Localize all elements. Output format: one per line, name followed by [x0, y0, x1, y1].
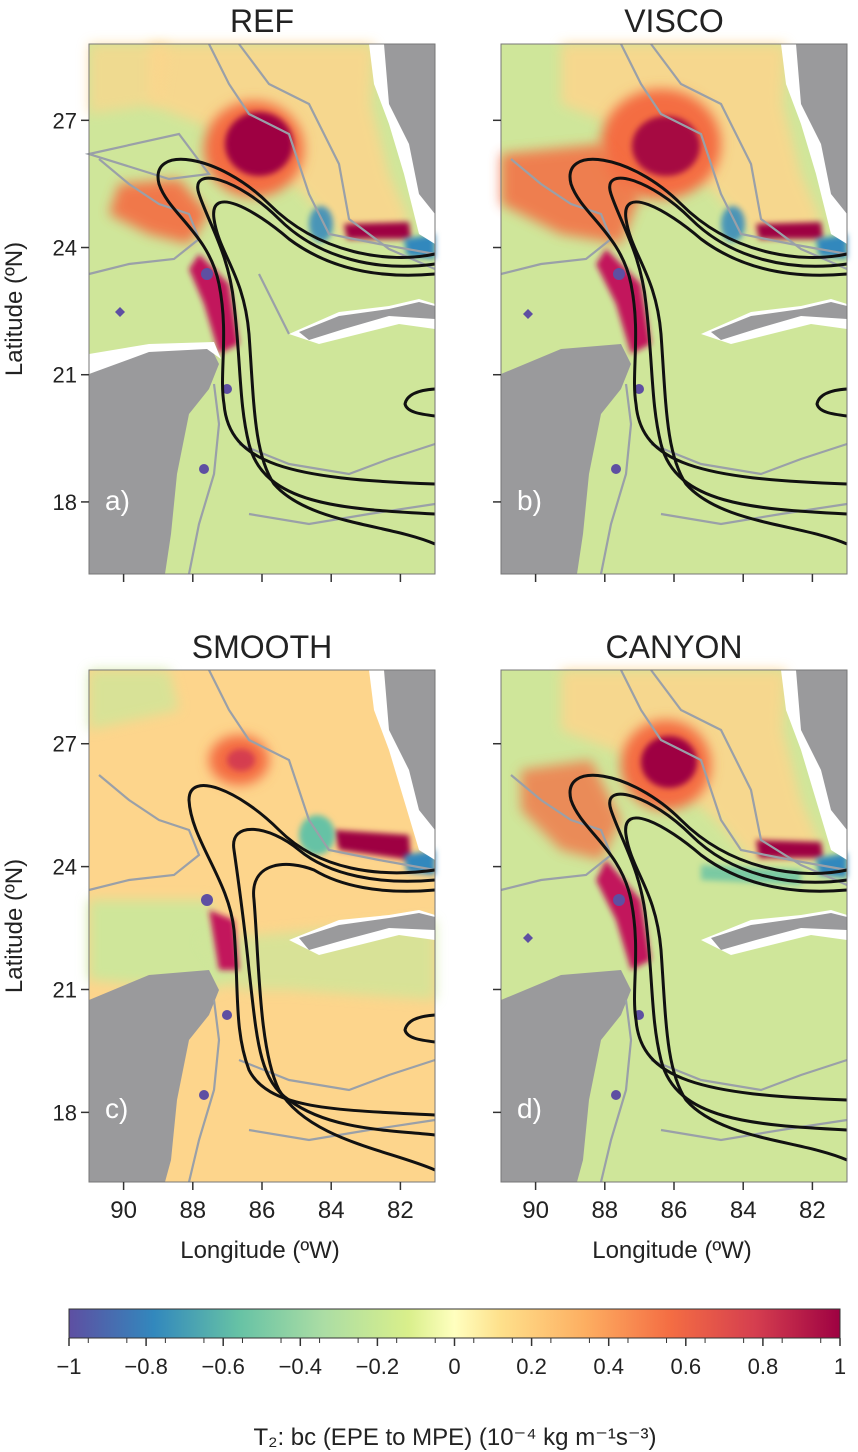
colorbar-tick-label: 0.4 — [593, 1354, 624, 1379]
colorbar-tick-label: −0.6 — [201, 1354, 244, 1379]
colorbar-tick-label: 0.6 — [671, 1354, 702, 1379]
y-tick-label: 21 — [53, 977, 77, 1002]
panel-title-ref: REF — [230, 3, 294, 39]
x-tick-label: 86 — [661, 1197, 688, 1224]
colorbar-tick-label: 0.2 — [516, 1354, 547, 1379]
colorbar-label: T₂: bc (EPE to MPE) (10⁻⁴ kg m⁻¹s⁻³) — [253, 1424, 656, 1451]
panel-label-smooth: c) — [105, 1093, 128, 1124]
panel-title-canyon: CANYON — [606, 629, 743, 665]
y-tick-label: 18 — [53, 490, 77, 515]
colorbar-tick-label: 0.8 — [748, 1354, 779, 1379]
x-axis-label: Longitude (ºW) — [592, 1237, 752, 1264]
panel-visco — [500, 43, 848, 575]
y-tick-label: 21 — [53, 363, 77, 388]
x-tick-label: 86 — [249, 1197, 276, 1224]
colorbar-tick-label: 1 — [834, 1354, 846, 1379]
colorbar-tick-label: −1 — [56, 1354, 81, 1379]
colorbar-tick-label: −0.8 — [124, 1354, 167, 1379]
y-tick-label: 27 — [53, 108, 77, 133]
x-tick-label: 84 — [318, 1197, 345, 1224]
x-axis-label: Longitude (ºW) — [180, 1237, 340, 1264]
x-tick-label: 82 — [799, 1197, 826, 1224]
colorbar-tick-label: −0.2 — [356, 1354, 399, 1379]
colorbar-tick-label: 0 — [448, 1354, 460, 1379]
panel-smooth — [88, 669, 436, 1183]
y-axis-label: Latitude (ºN) — [1, 242, 28, 376]
panel-canyon — [500, 669, 848, 1183]
y-axis-label: Latitude (ºN) — [1, 859, 28, 993]
panel-label-visco: b) — [517, 485, 542, 516]
x-tick-label: 90 — [110, 1197, 137, 1224]
y-tick-label: 24 — [53, 236, 77, 261]
x-tick-label: 88 — [179, 1197, 206, 1224]
x-tick-label: 84 — [730, 1197, 757, 1224]
x-tick-label: 90 — [522, 1197, 549, 1224]
colorbar-tick-label: −0.4 — [279, 1354, 322, 1379]
x-tick-label: 88 — [591, 1197, 618, 1224]
colorbar-gradient — [68, 1308, 841, 1339]
y-tick-label: 18 — [53, 1100, 77, 1125]
panel-label-canyon: d) — [517, 1093, 542, 1124]
colorbar: −1 −0.8 −0.6 −0.4 −0.2 0 0.2 0.4 0.6 0.8 1 T₂: bc … — [56, 1308, 846, 1451]
panel-title-smooth: SMOOTH — [192, 629, 332, 665]
panel-label-ref: a) — [105, 485, 130, 516]
panel-ref — [84, 43, 436, 575]
x-tick-label: 82 — [387, 1197, 414, 1224]
panel-title-visco: VISCO — [624, 3, 724, 39]
y-tick-label: 27 — [53, 732, 77, 757]
y-tick-label: 24 — [53, 855, 77, 880]
